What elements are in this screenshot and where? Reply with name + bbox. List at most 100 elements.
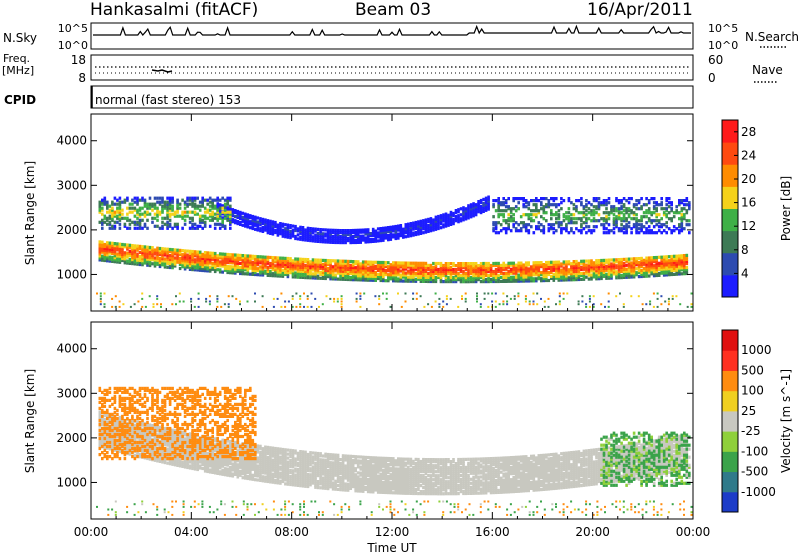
power-cell: [422, 269, 425, 273]
power-cell: [191, 224, 194, 228]
power-cell: [148, 259, 152, 264]
power-cell: [424, 222, 428, 226]
power-cell: [271, 228, 275, 232]
power-cell: [133, 262, 137, 266]
power-cell: [678, 225, 681, 229]
power-cell: [492, 275, 495, 280]
power-cell: [118, 246, 122, 250]
velocity-cell: [173, 433, 177, 437]
power-cell: [371, 268, 375, 272]
power-cell: [464, 280, 468, 284]
velocity-cell: [191, 460, 194, 465]
power-cell: [597, 219, 601, 223]
power-cell: [497, 263, 500, 267]
power-cell: [244, 214, 247, 218]
power-cell: [394, 263, 398, 267]
power-cell: [351, 236, 355, 241]
power-cell: [512, 225, 515, 229]
power-cell: [294, 267, 297, 271]
power-cell: [163, 202, 167, 206]
velocity-cell: [128, 424, 132, 428]
power-cell: [178, 202, 182, 206]
power-cell: [269, 271, 272, 276]
power-speckle: [355, 300, 358, 303]
power-cell: [374, 264, 377, 268]
power-cell: [366, 238, 370, 242]
power-cell: [600, 217, 603, 221]
power-cell: [592, 267, 596, 271]
power-cell: [434, 263, 438, 268]
power-cell: [148, 255, 152, 260]
power-cell: [266, 259, 270, 263]
power-cell: [128, 257, 132, 261]
power-cell: [208, 255, 212, 259]
power-cell: [640, 264, 643, 268]
power-cell: [542, 231, 546, 235]
power-cell: [550, 266, 553, 270]
power-cell: [264, 218, 267, 222]
velocity-cell: [168, 460, 172, 464]
power-cell: [339, 275, 342, 279]
power-cell: [472, 280, 475, 284]
power-cell: [113, 212, 117, 216]
power-cell: [211, 200, 214, 204]
power-cell: [146, 263, 149, 267]
power-cell: [128, 222, 132, 226]
velocity-cell: [103, 433, 107, 437]
power-cell: [454, 209, 458, 213]
velocity-cell: [178, 442, 182, 446]
power-cell: [600, 203, 603, 207]
power-cell: [507, 265, 510, 269]
power-cell: [326, 263, 330, 267]
power-cell: [637, 267, 641, 271]
power-cell: [585, 219, 588, 223]
power-cell: [504, 277, 508, 281]
power-cell: [143, 255, 147, 259]
power-cell: [537, 261, 541, 265]
power-cell: [522, 269, 525, 273]
power-cell: [196, 254, 199, 258]
power-cell: [577, 265, 581, 269]
power-cell: [369, 266, 372, 270]
power-cell: [494, 267, 498, 272]
power-cell: [499, 267, 503, 271]
power-cell: [678, 203, 681, 207]
power-cell: [382, 267, 385, 271]
power-cell: [203, 269, 207, 273]
power-cell: [148, 245, 152, 250]
power-cell: [344, 277, 347, 281]
power-cell: [645, 264, 648, 268]
power-cell: [203, 224, 207, 228]
power-cell: [206, 202, 209, 206]
power-cell: [635, 219, 638, 223]
power-cell: [116, 242, 119, 246]
power-cell: [151, 246, 154, 250]
power-cell: [166, 255, 169, 259]
power-cell: [464, 274, 468, 278]
power-cell: [309, 235, 312, 239]
power-cell: [344, 275, 347, 279]
power-cell: [301, 234, 305, 238]
power-cell: [419, 223, 423, 227]
power-speckle: [299, 303, 302, 306]
power-cell: [171, 260, 174, 264]
power-cell: [301, 238, 305, 242]
power-cell: [462, 280, 465, 284]
power-cell: [346, 269, 350, 273]
power-cell: [178, 256, 182, 260]
power-cell: [291, 228, 295, 232]
power-cell: [176, 250, 179, 254]
power-cell: [254, 217, 257, 221]
power-cell: [216, 202, 219, 206]
power-cell: [98, 254, 102, 258]
velocity-cell: [221, 442, 224, 446]
velocity-cell: [171, 460, 174, 464]
power-cell: [299, 269, 302, 273]
power-cell: [567, 219, 571, 223]
power-cell: [168, 200, 172, 204]
power-cell: [301, 259, 305, 263]
power-cell: [291, 263, 295, 267]
power-cell: [166, 261, 169, 265]
power-cell: [429, 221, 433, 225]
power-cell: [562, 227, 566, 231]
